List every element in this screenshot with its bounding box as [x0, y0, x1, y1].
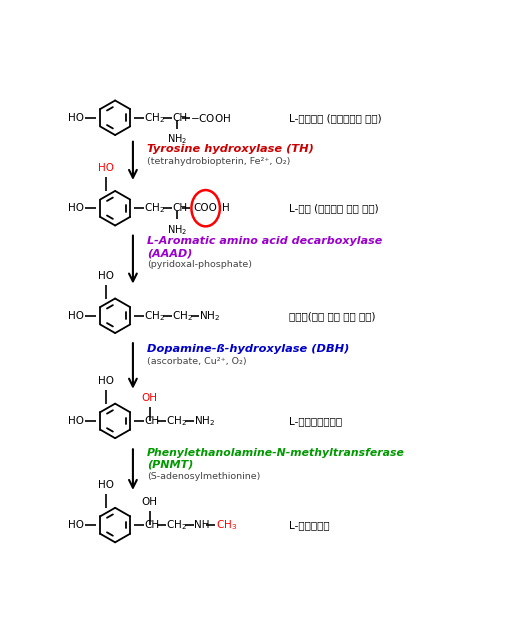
Text: HO: HO [98, 163, 114, 173]
Text: HO: HO [98, 271, 114, 281]
Text: $\mathregular{CH_3}$: $\mathregular{CH_3}$ [215, 518, 236, 532]
Text: 도파민(뇌의 신경 전달 물질): 도파민(뇌의 신경 전달 물질) [289, 311, 375, 321]
Text: HO: HO [68, 311, 84, 321]
Text: $\mathregular{CH_2}$: $\mathregular{CH_2}$ [172, 309, 193, 323]
Text: (pyridoxal-phosphate): (pyridoxal-phosphate) [147, 260, 251, 269]
Text: L-타이로신 (아미노산의 일종): L-타이로신 (아미노산의 일종) [289, 113, 381, 123]
Text: CH: CH [172, 113, 187, 123]
Text: HO: HO [68, 203, 84, 213]
Text: HO: HO [98, 376, 114, 386]
Text: (PNMT): (PNMT) [147, 460, 193, 470]
Text: $\mathregular{CH_2}$: $\mathregular{CH_2}$ [166, 414, 187, 428]
Text: CH: CH [144, 520, 159, 530]
Text: $\mathregular{-COOH}$: $\mathregular{-COOH}$ [189, 112, 231, 124]
Text: Tyrosine hydroxylase (TH): Tyrosine hydroxylase (TH) [147, 144, 313, 154]
Text: $\mathregular{CH_2}$: $\mathregular{CH_2}$ [144, 111, 165, 124]
Text: OH: OH [141, 497, 157, 507]
Text: $\mathregular{CH_2}$: $\mathregular{CH_2}$ [144, 201, 165, 215]
Text: NH: NH [193, 520, 209, 530]
Text: $\mathregular{CH_2}$: $\mathregular{CH_2}$ [144, 309, 165, 323]
Text: $\mathregular{NH_2}$: $\mathregular{NH_2}$ [193, 414, 215, 428]
Text: $\mathregular{CH_2}$: $\mathregular{CH_2}$ [166, 518, 187, 532]
Text: $\mathregular{NH_2}$: $\mathregular{NH_2}$ [166, 133, 187, 146]
Text: L-도파 (도파민의 전구 물질): L-도파 (도파민의 전구 물질) [289, 203, 378, 213]
Text: L-Aromatic amino acid decarboxylase: L-Aromatic amino acid decarboxylase [147, 236, 381, 246]
Text: (ascorbate, Cu²⁺, O₂): (ascorbate, Cu²⁺, O₂) [147, 358, 246, 366]
Text: $\mathregular{NH_2}$: $\mathregular{NH_2}$ [166, 223, 187, 237]
Text: Dopamine-ß-hydroxylase (DBH): Dopamine-ß-hydroxylase (DBH) [147, 344, 349, 354]
Text: CH: CH [172, 203, 187, 213]
Text: (S-adenosylmethionine): (S-adenosylmethionine) [147, 472, 260, 481]
Text: (tetrahydrobiopterin, Fe²⁺, O₂): (tetrahydrobiopterin, Fe²⁺, O₂) [147, 157, 290, 166]
Text: COO: COO [193, 203, 217, 213]
Text: L-에피네프린: L-에피네프린 [289, 520, 329, 530]
Text: CH: CH [144, 416, 159, 426]
Text: OH: OH [141, 393, 157, 403]
Text: H: H [222, 203, 230, 213]
Text: HO: HO [98, 480, 114, 490]
Text: L-노르에피네프린: L-노르에피네프린 [289, 416, 342, 426]
Text: HO: HO [68, 113, 84, 123]
Text: HO: HO [68, 520, 84, 530]
Text: HO: HO [68, 416, 84, 426]
Text: (AAAD): (AAAD) [147, 248, 192, 258]
Text: Phenylethanolamine-N-methyltransferase: Phenylethanolamine-N-methyltransferase [147, 448, 404, 458]
Text: $\mathregular{NH_2}$: $\mathregular{NH_2}$ [199, 309, 220, 323]
